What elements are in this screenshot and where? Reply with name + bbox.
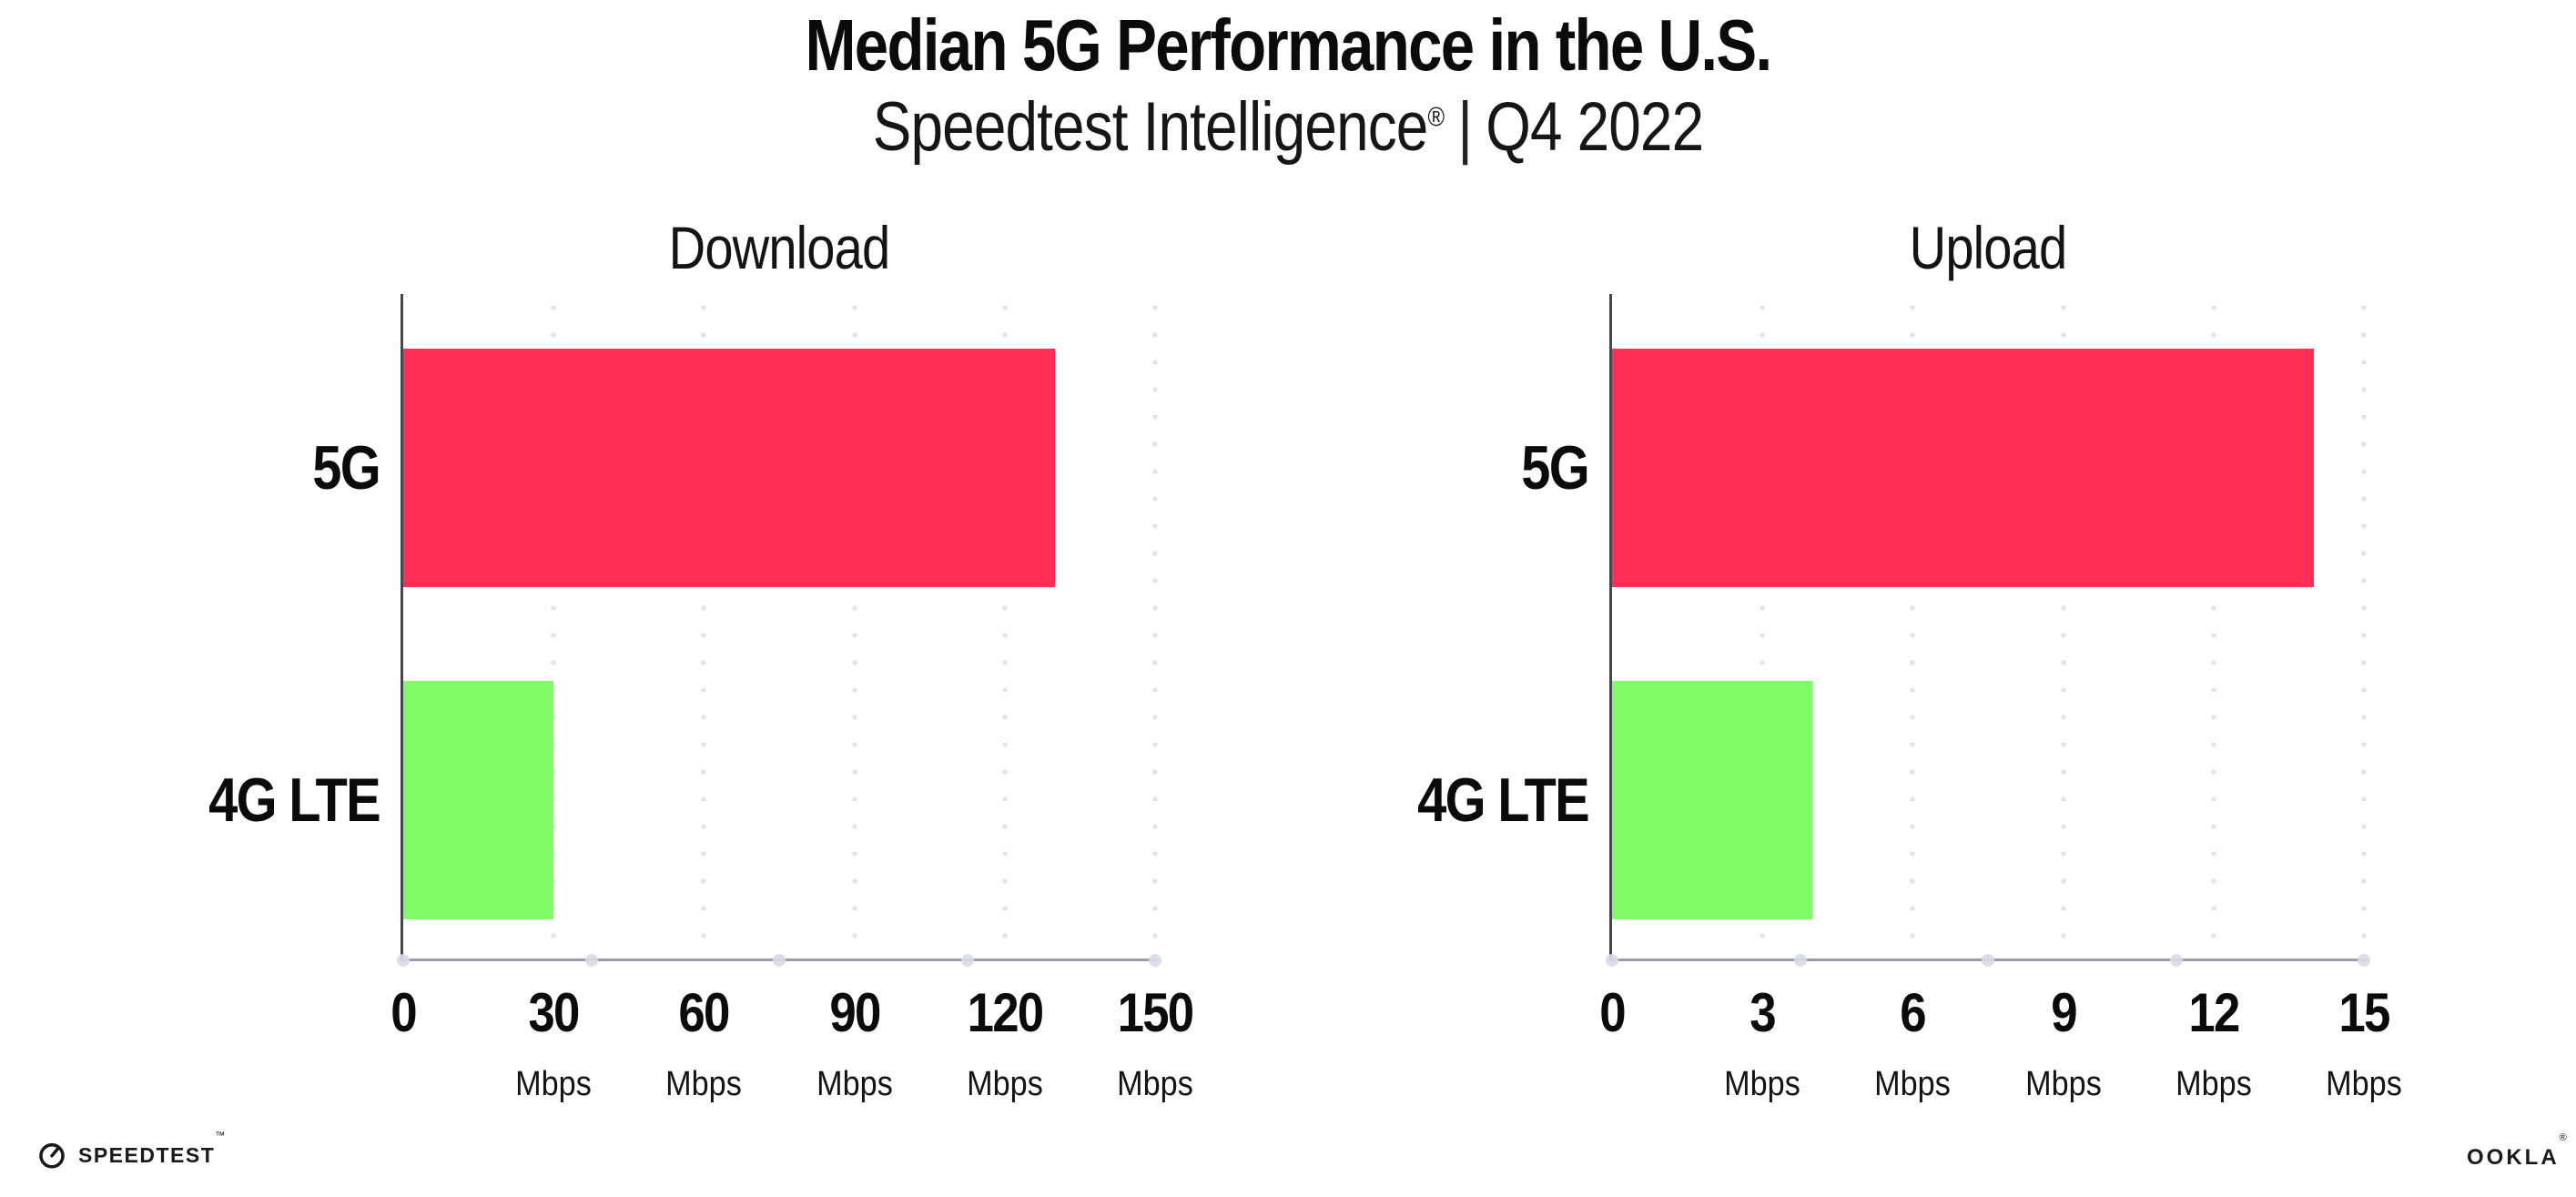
download-y-axis: [401, 294, 403, 961]
download-x-tick-unit-120: Mbps: [966, 1065, 1043, 1103]
subtitle-separator: |: [1457, 88, 1473, 166]
upload-category-label-4g-lte: 4G LTE: [1417, 766, 1590, 835]
upload-x-tick-label-6: 6: [1900, 982, 1927, 1043]
upload-axis-tick-dot: [2169, 954, 2183, 967]
upload-axis-tick-dot: [1606, 954, 1618, 967]
subtitle-brand: Speedtest Intelligence: [872, 88, 1429, 166]
download-chart-title: Download: [668, 214, 891, 281]
upload-x-tick-label-15: 15: [2338, 982, 2390, 1043]
upload-category-label-5g: 5G: [1521, 433, 1589, 502]
download-gridline-90: [851, 294, 857, 959]
upload-x-tick-unit-12: Mbps: [2175, 1065, 2252, 1103]
download-x-tick-unit-30: Mbps: [515, 1065, 592, 1103]
bar-5g-upload: [1612, 349, 2314, 587]
registered-trademark-symbol: ®: [1427, 102, 1445, 133]
download-axis-tick-dot: [1149, 954, 1161, 967]
upload-gridline-15: [2361, 294, 2367, 959]
upload-x-tick-label-0: 0: [1599, 982, 1626, 1043]
download-x-tick-label-90: 90: [828, 982, 881, 1043]
upload-axis-tick-dot: [1982, 954, 1994, 967]
upload-y-axis: [1609, 294, 1612, 961]
upload-chart-title: Upload: [1909, 214, 2068, 281]
upload-gridline-3: [1760, 294, 1766, 959]
upload-x-tick-unit-6: Mbps: [1874, 1065, 1952, 1103]
speedtest-wordmark: SPEEDTEST: [78, 1142, 216, 1167]
upload-gridline-12: [2210, 294, 2216, 959]
bar-4g-lte-download: [403, 681, 554, 919]
upload-x-tick-unit-9: Mbps: [2024, 1065, 2102, 1103]
download-gridline-120: [1001, 294, 1008, 959]
download-axis-tick-dot: [773, 954, 786, 967]
ookla-logo: OOKLA ®: [2467, 1132, 2567, 1171]
subtitle-period: Q4 2022: [1486, 88, 1704, 166]
upload-gridline-6: [1910, 294, 1916, 959]
download-x-tick-label-120: 120: [967, 982, 1044, 1043]
download-gridline-60: [701, 294, 707, 959]
download-axis-tick-dot: [960, 954, 974, 967]
speedtest-trademark-symbol: ™: [215, 1130, 226, 1141]
download-category-label-4g-lte: 4G LTE: [208, 766, 381, 835]
bar-5g-download: [403, 349, 1055, 587]
speedtest-logo: SPEEDTEST™: [36, 1131, 225, 1171]
upload-x-tick-unit-3: Mbps: [1724, 1065, 1800, 1103]
download-gridline-30: [551, 294, 557, 959]
download-x-tick-unit-60: Mbps: [665, 1065, 743, 1103]
upload-x-tick-label-3: 3: [1749, 982, 1776, 1043]
bar-4g-lte-upload: [1612, 681, 1813, 919]
download-x-tick-unit-90: Mbps: [816, 1065, 893, 1103]
upload-gridline-9: [2060, 294, 2066, 959]
ookla-wordmark: OOKLA: [2467, 1145, 2560, 1170]
download-x-tick-label-60: 60: [678, 982, 731, 1043]
download-axis-tick-dot: [397, 954, 410, 967]
upload-axis-tick-dot: [2358, 954, 2370, 967]
page-title: Median 5G Performance in the U.S.: [805, 5, 1772, 86]
speedtest-gauge-icon: [39, 1142, 65, 1169]
upload-x-tick-label-12: 12: [2188, 982, 2240, 1043]
download-gridline-150: [1152, 294, 1158, 959]
download-x-tick-label-150: 150: [1117, 982, 1195, 1043]
upload-axis-tick-dot: [1793, 954, 1807, 967]
download-x-tick-label-30: 30: [528, 982, 581, 1043]
upload-x-tick-label-9: 9: [2050, 982, 2077, 1043]
download-x-tick-unit-150: Mbps: [1117, 1065, 1193, 1103]
download-axis-tick-dot: [584, 954, 598, 967]
download-x-tick-label-0: 0: [390, 982, 417, 1043]
download-category-label-5g: 5G: [312, 433, 380, 502]
page-subtitle: Speedtest Intelligence® | Q4 2022: [206, 87, 2369, 167]
upload-x-tick-unit-15: Mbps: [2326, 1065, 2402, 1103]
